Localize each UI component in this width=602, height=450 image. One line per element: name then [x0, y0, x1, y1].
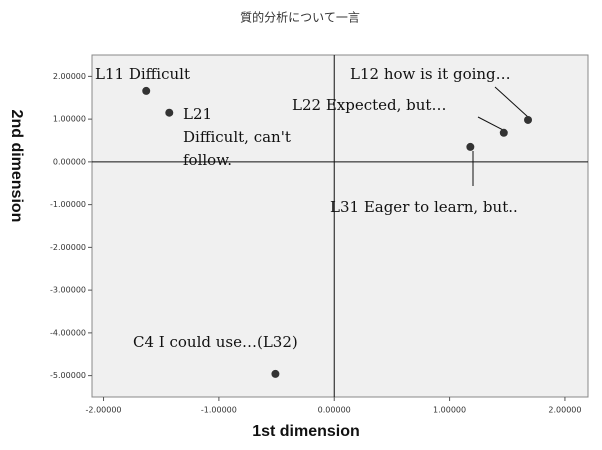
x-axis-title: 1st dimension	[252, 423, 360, 440]
y-axis-title: 2nd dimension	[8, 110, 25, 223]
y-tick-label: -5.00000	[50, 371, 86, 380]
point-label: Difficult, can't	[183, 128, 291, 146]
point-label: follow.	[183, 151, 232, 169]
x-tick-label: 0.00000	[318, 406, 351, 415]
point	[271, 369, 280, 378]
x-tick-label: -2.00000	[86, 406, 122, 415]
y-tick-label: -4.00000	[50, 328, 86, 337]
point-label: L31 Eager to learn, but..	[330, 198, 518, 216]
x-tick-label: 2.00000	[548, 406, 581, 415]
chart-title: 質的分析について一言	[240, 10, 360, 25]
point	[142, 86, 151, 95]
y-tick-label: 0.00000	[53, 157, 86, 166]
x-tick-label: -1.00000	[201, 406, 237, 415]
point-label: L11 Difficult	[95, 65, 190, 83]
point	[466, 142, 475, 151]
y-tick-label: -2.00000	[50, 243, 86, 252]
plot-area	[91, 54, 589, 398]
y-tick-label: -1.00000	[50, 200, 86, 209]
point-label: L22 Expected, but…	[292, 96, 446, 114]
x-tick-label: 1.00000	[433, 406, 466, 415]
point	[524, 115, 533, 124]
y-tick-label: 1.00000	[53, 115, 86, 124]
point	[165, 108, 174, 117]
y-tick-label: -3.00000	[50, 286, 86, 295]
y-tick-label: 2.00000	[53, 72, 86, 81]
leader-line	[494, 86, 529, 118]
point-label: L12 how is it going…	[350, 65, 511, 83]
leader-line	[477, 116, 506, 132]
point	[499, 128, 508, 137]
point-label: C4 I could use…(L32)	[133, 333, 298, 351]
point-label: L21	[183, 105, 212, 123]
